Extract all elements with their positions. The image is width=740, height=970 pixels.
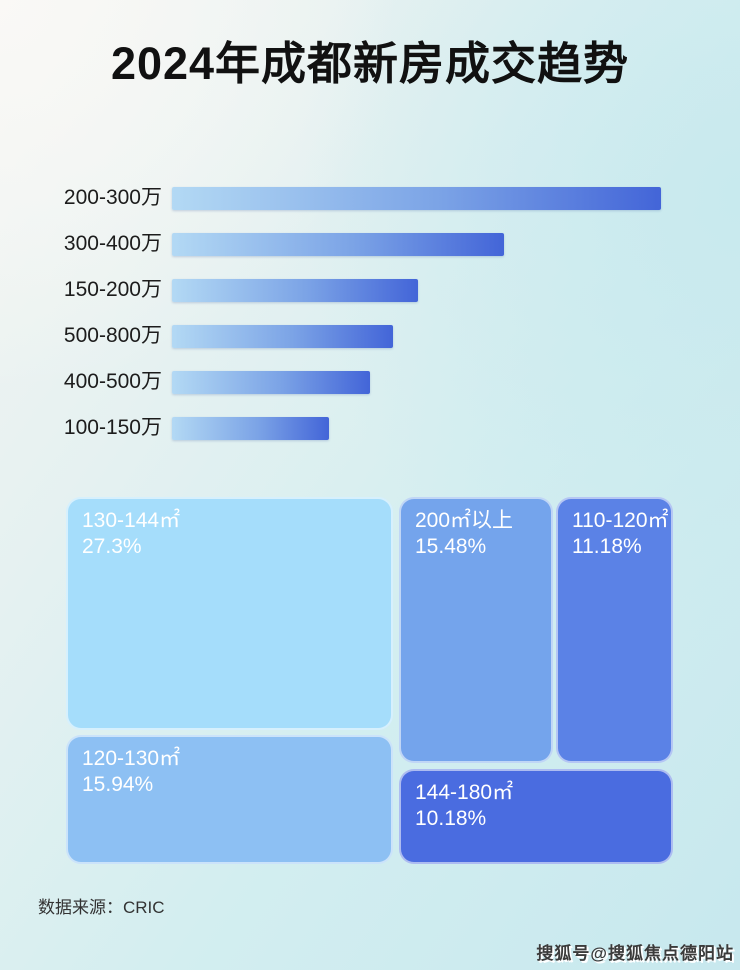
treemap-block-percent: 15.48% — [415, 535, 487, 558]
treemap-block-label: 144-180㎡ — [415, 781, 514, 804]
bar — [172, 278, 418, 302]
treemap-block-percent: 15.94% — [82, 773, 154, 796]
page-title: 2024年成都新房成交趋势 — [110, 38, 630, 89]
watermark: 搜狐号@搜狐焦点德阳站 — [536, 944, 734, 963]
treemap-block-120-130: 120-130㎡ 15.94% — [66, 735, 393, 864]
bar — [172, 324, 393, 348]
data-source-note: 数据来源：CRIC — [38, 898, 165, 917]
bar-label: 150-200万 — [63, 278, 162, 301]
bar-row: 200-300万 — [0, 186, 740, 210]
treemap-block-label: 200㎡以上 — [415, 509, 514, 532]
bar-row: 100-150万 — [0, 416, 740, 440]
bar-row: 300-400万 — [0, 232, 740, 256]
treemap-block-144-180: 144-180㎡ 10.18% — [399, 769, 673, 864]
bar — [172, 232, 504, 256]
bar-label: 200-300万 — [63, 186, 162, 209]
bar — [172, 186, 661, 210]
treemap-block-label: 120-130㎡ — [82, 747, 181, 770]
treemap-block-110-120: 110-120㎡ 11.18% — [556, 497, 673, 763]
bar — [172, 370, 370, 394]
treemap-block-percent: 11.18% — [572, 535, 642, 558]
bar-label: 500-800万 — [63, 324, 162, 347]
treemap-block-percent: 27.3% — [82, 535, 142, 558]
area-size-treemap: 130-144㎡ 27.3% 120-130㎡ 15.94% 200㎡以上 15… — [66, 497, 673, 864]
bar-label: 400-500万 — [63, 370, 162, 393]
price-range-bar-chart: 200-300万 300-400万 150-200万 500-800万 400-… — [0, 186, 740, 440]
treemap-block-label: 110-120㎡ — [572, 509, 669, 532]
treemap-block-130-144: 130-144㎡ 27.3% — [66, 497, 393, 730]
bar — [172, 416, 329, 440]
bar-row: 150-200万 — [0, 278, 740, 302]
treemap-block-label: 130-144㎡ — [82, 509, 181, 532]
treemap-block-200-plus: 200㎡以上 15.48% — [399, 497, 553, 763]
treemap-block-percent: 10.18% — [415, 807, 487, 830]
bar-row: 500-800万 — [0, 324, 740, 348]
bar-label: 100-150万 — [63, 416, 162, 439]
bar-label: 300-400万 — [63, 232, 162, 255]
bar-row: 400-500万 — [0, 370, 740, 394]
